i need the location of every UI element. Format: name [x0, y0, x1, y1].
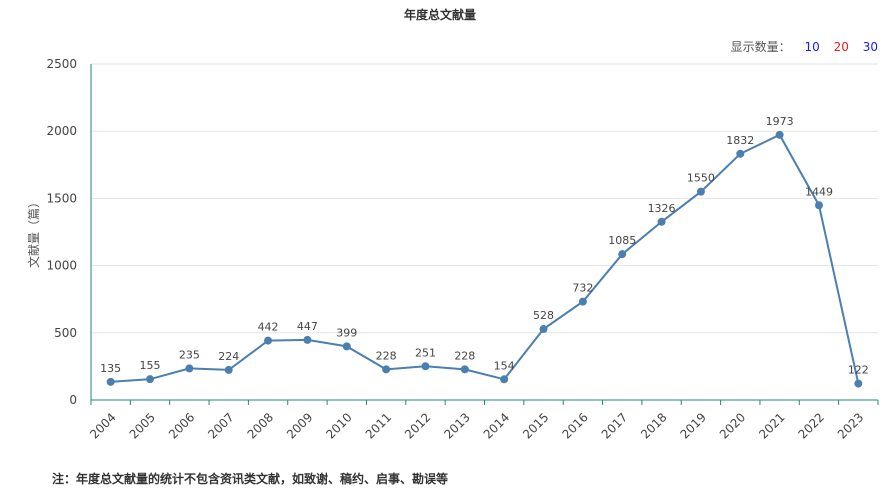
x-tick-label: 2016	[559, 410, 590, 441]
data-label: 1973	[766, 115, 794, 128]
display-count-control: 显示数量： 10 20 30	[731, 38, 878, 55]
data-label: 122	[848, 364, 869, 377]
data-label: 251	[415, 346, 436, 359]
display-count-option-10[interactable]: 10	[804, 40, 820, 54]
data-point	[106, 377, 115, 386]
data-point	[342, 342, 351, 351]
display-count-option-20[interactable]: 20	[833, 40, 849, 54]
data-label: 224	[218, 350, 239, 363]
y-axis-label: 文献量（篇）	[26, 196, 41, 268]
x-tick-label: 2019	[677, 410, 708, 441]
data-point	[618, 250, 627, 259]
x-tick-label: 2006	[166, 410, 197, 441]
data-label: 1449	[805, 185, 833, 198]
data-point	[814, 201, 823, 210]
footnote: 注：年度总文献量的统计不包含资讯类文献，如致谢、稿约、启事、勘误等	[52, 472, 449, 486]
y-tick-label: 2500	[46, 57, 77, 71]
data-label: 732	[572, 282, 593, 295]
chart-title: 年度总文献量	[403, 8, 476, 22]
x-tick-label: 2020	[717, 410, 748, 441]
x-tick-label: 2023	[835, 410, 866, 441]
x-tick-label: 2012	[402, 410, 433, 441]
data-point	[657, 217, 666, 226]
data-label: 228	[454, 349, 475, 362]
data-point	[146, 375, 155, 384]
x-tick-label: 2021	[756, 410, 787, 441]
x-tick-label: 2018	[638, 410, 669, 441]
x-tick-label: 2009	[284, 410, 315, 441]
data-label: 235	[179, 348, 200, 361]
data-point	[303, 335, 312, 344]
data-point	[185, 364, 194, 373]
data-point	[578, 297, 587, 306]
data-label: 1832	[726, 134, 754, 147]
y-tick-label: 1000	[46, 259, 77, 273]
data-label: 228	[376, 349, 397, 362]
x-tick-label: 2017	[599, 410, 630, 441]
data-point	[539, 325, 548, 334]
x-tick-label: 2013	[441, 410, 472, 441]
data-point	[500, 375, 509, 384]
x-tick-label: 2008	[245, 410, 276, 441]
x-tick-label: 2014	[481, 410, 512, 441]
data-point	[696, 187, 705, 196]
x-tick-label: 2022	[796, 410, 827, 441]
data-point	[736, 149, 745, 158]
y-tick-label: 2000	[46, 124, 77, 138]
data-point	[421, 362, 430, 371]
data-point	[224, 365, 233, 374]
x-tick-label: 2015	[520, 410, 551, 441]
data-label: 528	[533, 309, 554, 322]
y-tick-label: 0	[69, 393, 77, 407]
data-label: 154	[494, 359, 515, 372]
data-label: 1326	[648, 202, 676, 215]
data-label: 155	[140, 359, 161, 372]
data-point	[775, 130, 784, 139]
data-point	[382, 365, 391, 374]
x-tick-label: 2005	[127, 410, 158, 441]
y-tick-label: 1500	[46, 191, 77, 205]
display-count-label: 显示数量：	[730, 40, 791, 54]
series-line	[110, 133, 860, 384]
y-tick-label: 500	[54, 326, 77, 340]
data-point	[264, 336, 273, 345]
x-tick-label: 2011	[363, 410, 394, 441]
x-tick-label: 2010	[323, 410, 354, 441]
data-label: 399	[336, 326, 357, 339]
data-point	[460, 365, 469, 374]
data-label: 447	[297, 320, 318, 333]
display-count-option-30[interactable]: 30	[862, 40, 878, 54]
data-label: 442	[258, 321, 279, 334]
data-label: 135	[100, 362, 121, 375]
x-tick-label: 2007	[205, 410, 236, 441]
line-chart: 0 500 1000 1500 2000 2500 文献量（篇） 2004 2005 2006 20…	[26, 57, 879, 442]
data-point	[854, 379, 863, 388]
data-label: 1085	[608, 234, 636, 247]
data-label: 1550	[687, 172, 715, 185]
x-tick-label: 2004	[87, 410, 118, 441]
